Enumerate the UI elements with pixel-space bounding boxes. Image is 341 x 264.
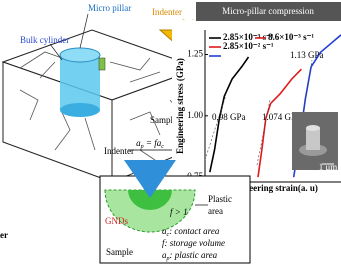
- text-part: = fa: [144, 138, 162, 148]
- figure: Micro pillar Indenter Indent area Bulk c…: [0, 0, 341, 264]
- y-tick-label: 1.00: [187, 110, 203, 120]
- sample-block: [3, 30, 200, 182]
- label: Bulk cylinder: [20, 35, 69, 45]
- subscript: c: [161, 144, 164, 150]
- label: Sample: [106, 247, 133, 257]
- text-part: f: storage volume: [162, 238, 225, 248]
- bulk-cylinder: [60, 48, 100, 117]
- inset-image: 1 μm: [292, 112, 338, 172]
- label: Indenter: [152, 7, 182, 17]
- label: area: [208, 206, 223, 216]
- legend-entry: f: storage volume: [162, 238, 225, 248]
- label: Indenter: [104, 146, 134, 156]
- legend-label: 8.6×10⁻³ s⁻¹: [268, 32, 314, 42]
- annotation: 1.13 GPa: [290, 50, 324, 60]
- text-part: : plastic area: [170, 250, 218, 260]
- label: GNDs: [105, 216, 128, 226]
- caption-fragment: er: [0, 230, 8, 240]
- scale-label: 1 μm: [319, 162, 338, 172]
- label: f > 1: [170, 207, 188, 217]
- text-part: : contact area: [169, 226, 220, 236]
- label: Plastic: [208, 194, 232, 204]
- annotation: 0.98 GPa: [212, 112, 246, 122]
- micro-pillar: [99, 58, 105, 70]
- chart-title: Micro-pillar compression: [222, 6, 314, 16]
- legend-label: 2.85×10⁻² s⁻¹: [223, 41, 274, 51]
- y-tick-label: 1.25: [187, 49, 203, 59]
- y-axis-label: Engineering stress (GPa): [175, 58, 185, 154]
- label: Micro pillar: [88, 3, 131, 13]
